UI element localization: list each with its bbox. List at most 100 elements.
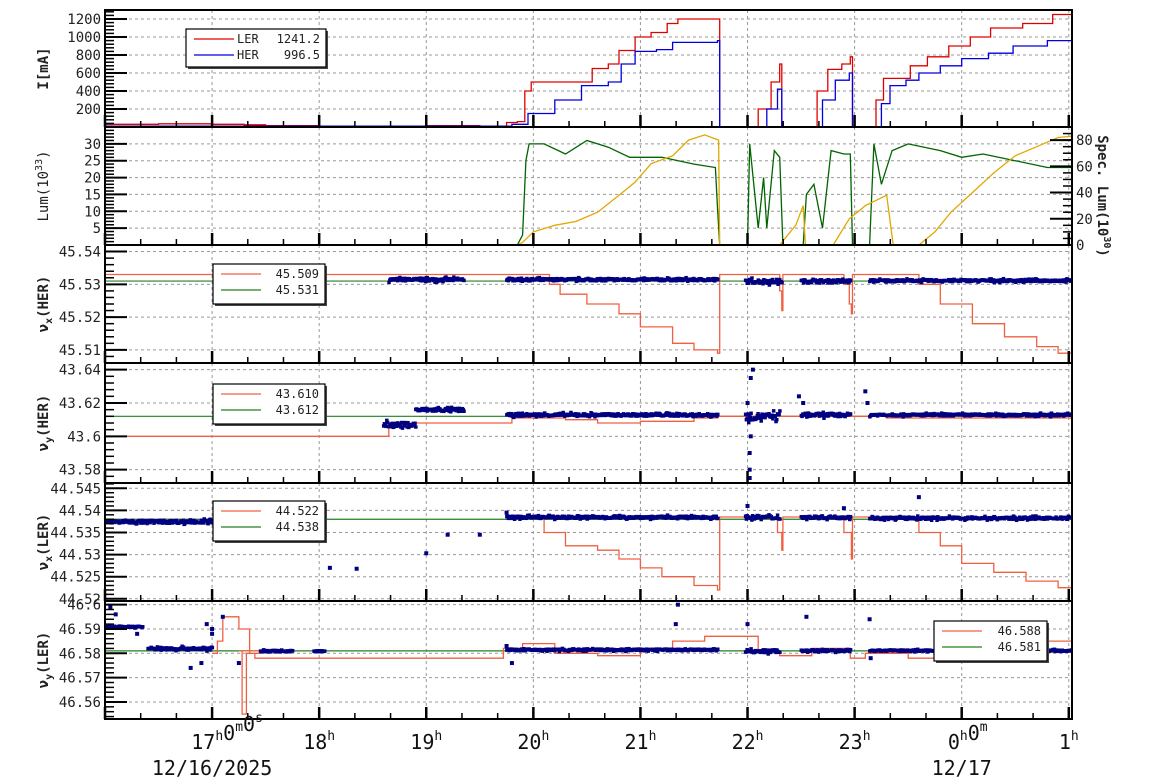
x-tick-label-group: 20h	[517, 729, 549, 754]
measurement-point	[714, 514, 718, 519]
measurement-point	[390, 421, 395, 426]
measurement-point	[767, 283, 772, 287]
x-tick-label-group: 18h	[303, 729, 335, 754]
measurement-outlier	[868, 656, 873, 661]
measurement-point	[552, 517, 557, 522]
measurement-outlier	[673, 622, 678, 627]
measurement-point	[848, 412, 853, 416]
measurement-point	[557, 649, 562, 654]
x-tick-label: 0h0m	[948, 720, 988, 754]
measurement-point	[770, 413, 774, 417]
legend-value: 44.538	[276, 520, 319, 534]
measurement-outlier	[745, 622, 750, 627]
measurement-point	[716, 647, 720, 651]
y-axis-title: νx(HER)	[36, 276, 55, 333]
measurement-point	[414, 425, 418, 429]
y-tick-label: 46.58	[59, 646, 101, 662]
y-axis-current: 200 400 600 800 1000 1200 I[mA]	[36, 11, 1071, 128]
measurement-point	[675, 411, 679, 416]
measurement-point	[804, 412, 808, 417]
legend-nuy_ler: 46.588 46.581	[933, 620, 1049, 663]
measurement-point	[462, 278, 466, 283]
measurement-point	[413, 421, 417, 426]
measurement-outlier	[220, 614, 225, 619]
measurement-outlier	[108, 605, 113, 610]
measurement-point	[561, 410, 565, 415]
legend-box	[212, 263, 326, 305]
y-axis-title: νx(LER)	[36, 514, 55, 571]
measurement-point	[773, 414, 777, 419]
measurement-point	[759, 419, 763, 423]
y-tick-label: 44.545	[50, 481, 101, 497]
measurement-point	[915, 514, 920, 518]
measurement-point	[174, 518, 179, 523]
panel-series-nuy_her	[105, 367, 1072, 480]
measurement-point	[774, 277, 779, 282]
measurement-point	[593, 415, 597, 419]
measurement-point	[181, 518, 186, 523]
y-axis-title: I[mA]	[36, 47, 52, 89]
panel-series-nuy_ler	[105, 602, 1072, 715]
x-tick-label-group: 22h	[732, 729, 764, 754]
measurement-point	[778, 409, 782, 413]
measurement-point	[750, 276, 754, 280]
measurement-point	[825, 517, 829, 522]
x-tick-label: 1h	[1059, 729, 1079, 754]
x-tick-label: 19h	[410, 729, 442, 754]
y-tick-label: 44.53	[59, 548, 101, 564]
measurement-point	[778, 517, 782, 521]
measurement-point	[766, 652, 770, 656]
panel-frame-luminosity	[104, 126, 1073, 246]
measurement-outlier	[354, 566, 359, 571]
measurement-point	[767, 411, 771, 416]
measurement-point	[748, 415, 753, 420]
y-tick-label: 46.56	[59, 695, 101, 711]
measurement-point	[384, 424, 388, 429]
measurement-point	[929, 518, 934, 523]
panel-grid-luminosity	[105, 127, 1072, 245]
measurement-outlier	[804, 614, 809, 619]
measurement-point	[777, 277, 782, 282]
y-axis-right-luminosity: 0 20 40 60 80 Spec. Lum(1030)	[1050, 126, 1112, 257]
measurement-point	[989, 277, 993, 281]
measurement-point	[997, 280, 1002, 285]
measurement-point	[210, 645, 215, 650]
measurement-point	[402, 424, 406, 428]
legend-name: LER	[237, 32, 259, 46]
y-tick-label: 44.535	[50, 525, 101, 541]
measurement-point	[821, 410, 825, 415]
y-tick-label: 46.59	[59, 622, 101, 638]
measurement-outlier	[504, 644, 509, 649]
measurement-outlier	[916, 495, 921, 500]
measurement-point	[822, 416, 826, 420]
legend-value: 46.581	[998, 640, 1041, 654]
measurement-outlier	[747, 467, 752, 472]
measurement-outlier	[750, 367, 755, 372]
measurement-point	[140, 625, 145, 629]
measurement-point	[534, 415, 538, 419]
measurement-outlier	[863, 389, 868, 394]
x-tick-label-group: 19h	[410, 729, 442, 754]
measurement-outlier	[796, 394, 801, 399]
x-date-label: 12/16/2025	[152, 756, 272, 780]
measurement-point	[167, 521, 172, 525]
measurement-point	[771, 417, 775, 421]
measurement-point	[574, 516, 579, 520]
measurement-point	[423, 278, 427, 282]
measurement-point	[290, 648, 295, 653]
measurement-point	[510, 276, 514, 281]
measurement-point	[396, 421, 400, 425]
measurement-point	[743, 412, 748, 417]
measurement-point	[449, 410, 453, 414]
measurement-point	[834, 280, 839, 285]
series-set	[105, 273, 1072, 354]
measurement-point	[200, 518, 204, 523]
axes: 20040060080010001200I[mA]51015202530Lum(…	[34, 11, 1112, 719]
measurement-outlier	[747, 417, 752, 422]
measurement-point	[775, 417, 779, 422]
measurement-point	[762, 650, 767, 655]
